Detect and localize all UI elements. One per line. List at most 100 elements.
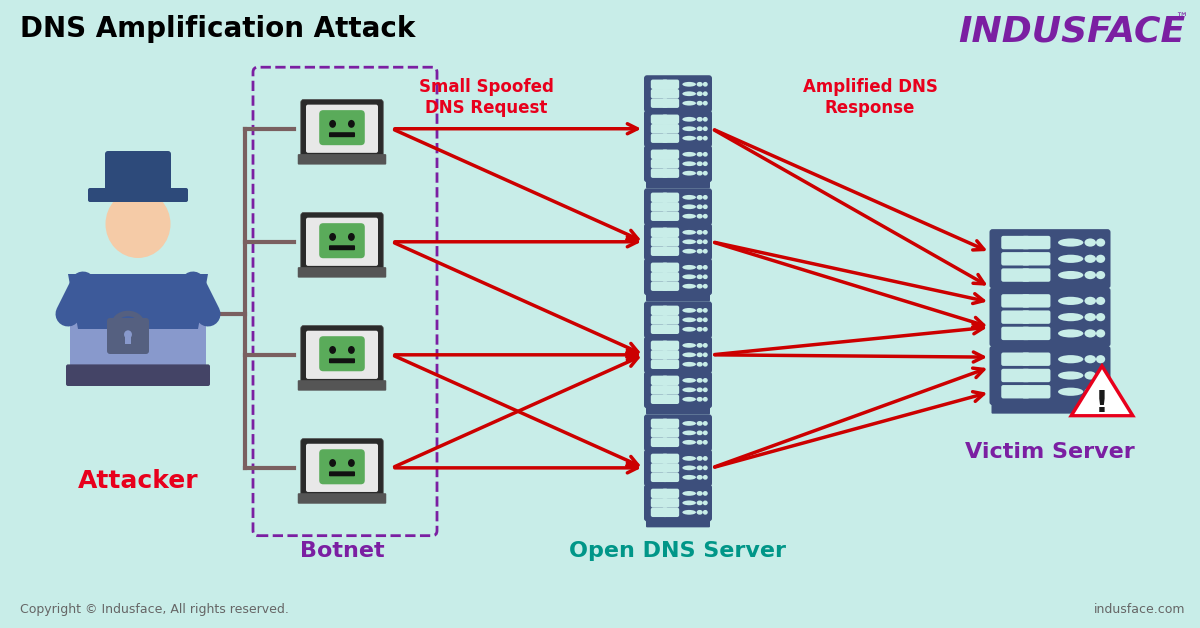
- Ellipse shape: [1085, 271, 1096, 279]
- Text: Open DNS Server: Open DNS Server: [570, 541, 786, 561]
- FancyBboxPatch shape: [662, 394, 679, 404]
- Ellipse shape: [348, 120, 355, 128]
- FancyBboxPatch shape: [662, 272, 679, 281]
- Ellipse shape: [1058, 355, 1084, 364]
- Ellipse shape: [683, 327, 696, 332]
- Ellipse shape: [1085, 371, 1096, 379]
- Text: indusface.com: indusface.com: [1093, 603, 1186, 616]
- Ellipse shape: [683, 475, 696, 480]
- Ellipse shape: [703, 101, 708, 106]
- Ellipse shape: [683, 352, 696, 357]
- FancyBboxPatch shape: [662, 281, 679, 291]
- Ellipse shape: [696, 82, 703, 87]
- FancyBboxPatch shape: [650, 315, 668, 325]
- Ellipse shape: [703, 171, 708, 176]
- Ellipse shape: [329, 346, 336, 354]
- Ellipse shape: [696, 501, 703, 506]
- FancyBboxPatch shape: [319, 336, 365, 371]
- Ellipse shape: [703, 397, 708, 402]
- Ellipse shape: [703, 317, 708, 322]
- Ellipse shape: [696, 317, 703, 322]
- FancyBboxPatch shape: [662, 315, 679, 325]
- FancyBboxPatch shape: [644, 371, 712, 408]
- FancyBboxPatch shape: [298, 154, 386, 165]
- Ellipse shape: [703, 456, 708, 461]
- FancyBboxPatch shape: [1022, 327, 1050, 340]
- Ellipse shape: [703, 362, 708, 367]
- FancyBboxPatch shape: [662, 463, 679, 473]
- FancyBboxPatch shape: [662, 134, 679, 143]
- Ellipse shape: [703, 82, 708, 87]
- Ellipse shape: [1085, 239, 1096, 247]
- Ellipse shape: [1058, 371, 1084, 379]
- Ellipse shape: [683, 501, 696, 506]
- FancyBboxPatch shape: [662, 159, 679, 168]
- FancyBboxPatch shape: [301, 325, 383, 384]
- Ellipse shape: [696, 126, 703, 131]
- Ellipse shape: [683, 126, 696, 131]
- FancyBboxPatch shape: [650, 202, 668, 212]
- Ellipse shape: [696, 214, 703, 219]
- Ellipse shape: [124, 330, 132, 338]
- FancyBboxPatch shape: [650, 385, 668, 394]
- Ellipse shape: [1058, 329, 1084, 337]
- Ellipse shape: [703, 284, 708, 289]
- Ellipse shape: [696, 204, 703, 209]
- FancyBboxPatch shape: [990, 288, 1110, 347]
- Ellipse shape: [696, 274, 703, 279]
- FancyBboxPatch shape: [650, 272, 668, 281]
- FancyBboxPatch shape: [662, 193, 679, 202]
- FancyBboxPatch shape: [644, 414, 712, 452]
- Ellipse shape: [696, 327, 703, 332]
- Ellipse shape: [696, 475, 703, 480]
- Ellipse shape: [696, 352, 703, 357]
- Text: Small Spoofed
DNS Request: Small Spoofed DNS Request: [419, 78, 553, 117]
- FancyBboxPatch shape: [650, 360, 668, 369]
- FancyBboxPatch shape: [644, 337, 712, 373]
- Ellipse shape: [106, 190, 170, 258]
- FancyBboxPatch shape: [991, 404, 1109, 414]
- FancyBboxPatch shape: [1022, 310, 1050, 324]
- FancyBboxPatch shape: [650, 350, 668, 360]
- Ellipse shape: [683, 91, 696, 96]
- FancyBboxPatch shape: [662, 99, 679, 108]
- Text: ™: ™: [1176, 12, 1188, 25]
- Ellipse shape: [683, 387, 696, 392]
- Ellipse shape: [683, 362, 696, 367]
- Ellipse shape: [696, 136, 703, 141]
- Ellipse shape: [696, 510, 703, 515]
- FancyBboxPatch shape: [1022, 369, 1050, 382]
- Ellipse shape: [683, 274, 696, 279]
- Ellipse shape: [703, 475, 708, 480]
- FancyBboxPatch shape: [662, 419, 679, 428]
- FancyBboxPatch shape: [644, 258, 712, 295]
- FancyBboxPatch shape: [329, 246, 355, 250]
- FancyBboxPatch shape: [1022, 385, 1050, 398]
- Ellipse shape: [683, 195, 696, 200]
- FancyBboxPatch shape: [329, 472, 355, 476]
- Ellipse shape: [703, 126, 708, 131]
- FancyBboxPatch shape: [644, 111, 712, 147]
- Ellipse shape: [1058, 239, 1084, 247]
- FancyBboxPatch shape: [662, 168, 679, 178]
- Ellipse shape: [696, 362, 703, 367]
- Ellipse shape: [683, 465, 696, 470]
- Ellipse shape: [348, 233, 355, 241]
- Ellipse shape: [683, 308, 696, 313]
- FancyBboxPatch shape: [662, 453, 679, 463]
- Polygon shape: [68, 274, 208, 329]
- Ellipse shape: [683, 510, 696, 515]
- Ellipse shape: [703, 510, 708, 515]
- Ellipse shape: [683, 101, 696, 106]
- FancyBboxPatch shape: [319, 223, 365, 258]
- Polygon shape: [1074, 369, 1129, 414]
- Ellipse shape: [703, 327, 708, 332]
- Ellipse shape: [683, 117, 696, 122]
- FancyBboxPatch shape: [662, 360, 679, 369]
- FancyBboxPatch shape: [662, 212, 679, 221]
- FancyBboxPatch shape: [650, 263, 668, 272]
- FancyBboxPatch shape: [1022, 268, 1050, 282]
- Ellipse shape: [696, 284, 703, 289]
- Ellipse shape: [683, 421, 696, 426]
- Ellipse shape: [1058, 255, 1084, 263]
